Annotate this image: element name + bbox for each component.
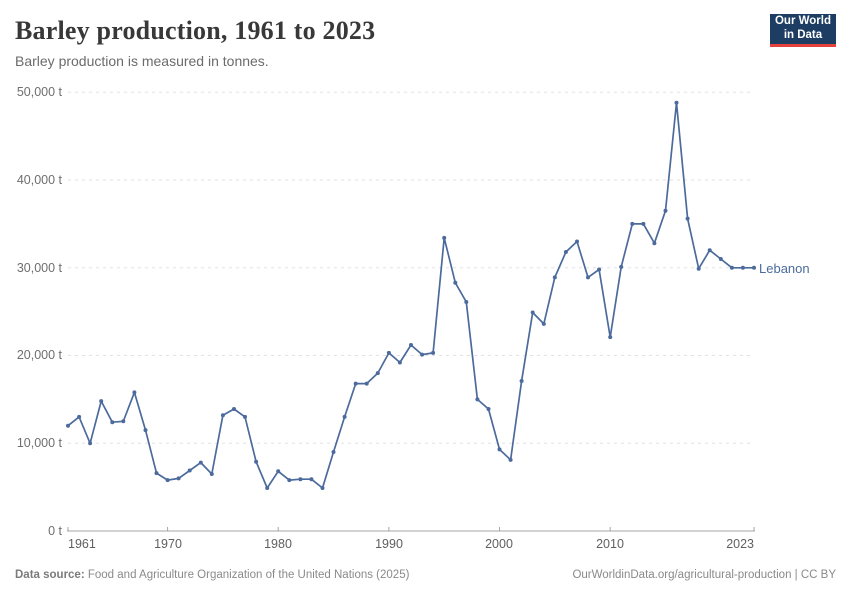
x-tick-2000: 2000: [485, 537, 513, 551]
x-tick-2010: 2010: [596, 537, 624, 551]
y-tick-50000: 50,000 t: [16, 85, 62, 99]
y-tick-30000: 30,000 t: [16, 261, 62, 275]
y-tick-10000: 10,000 t: [16, 436, 62, 450]
y-tick-20000: 20,000 t: [16, 348, 62, 362]
credit-link[interactable]: OurWorldinData.org/agricultural-producti…: [572, 569, 836, 581]
owid-logo-text: Our World in Data: [774, 15, 831, 41]
x-tick-2023: 2023: [726, 537, 754, 551]
chart-footer: Data source: Food and Agriculture Organi…: [15, 569, 836, 581]
series-label-lebanon: Lebanon: [759, 261, 810, 276]
x-tick-1990: 1990: [375, 537, 403, 551]
owid-logo[interactable]: Our World in Data: [770, 14, 836, 47]
y-tick-40000: 40,000 t: [16, 173, 62, 187]
chart-subtitle: Barley production is measured in tonnes.: [15, 53, 269, 69]
y-tick-0: 0 t: [48, 524, 62, 538]
x-tick-1961: 1961: [68, 537, 96, 551]
x-tick-1980: 1980: [264, 537, 292, 551]
data-source-note: Data source: Food and Agriculture Organi…: [15, 569, 410, 581]
page-title: Barley production, 1961 to 2023: [15, 16, 376, 45]
x-tick-1970: 1970: [154, 537, 182, 551]
